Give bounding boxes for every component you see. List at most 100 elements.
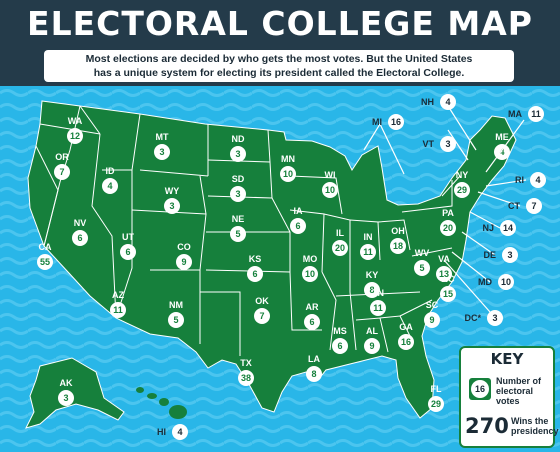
vote-badge <box>164 198 180 214</box>
callout-ma: MA 11 <box>508 106 544 122</box>
vote-badge <box>364 282 380 298</box>
vote-badge <box>110 302 126 318</box>
state-abbr: ND <box>232 134 245 144</box>
state-ny: NY 29 <box>454 170 470 198</box>
state-votes: 6 <box>295 221 300 231</box>
state-votes: 20 <box>443 223 453 233</box>
state-abbr: WY <box>165 186 180 196</box>
key-badge-sample: 16 <box>471 380 489 398</box>
state-votes: 11 <box>363 247 373 257</box>
map-key: KEY 16 Number of electoral votes 270 Win… <box>459 346 559 448</box>
vote-badge <box>168 312 184 328</box>
state-abbr: OH <box>391 226 405 236</box>
state-wv: WV 5 <box>414 248 430 276</box>
state-abbr: MT <box>156 132 169 142</box>
state-mn: MN 10 <box>280 154 296 182</box>
callout-nh: NH 4 <box>421 94 456 110</box>
state-ca: CA 55 <box>37 242 53 270</box>
vote-badge <box>530 172 546 188</box>
vote-badge <box>398 334 414 350</box>
state-votes: 12 <box>70 131 80 141</box>
state-nd: ND 3 <box>230 134 246 162</box>
vote-badge <box>280 166 296 182</box>
callout-abbr: MD <box>478 277 492 287</box>
callout-votes: 16 <box>391 117 401 127</box>
state-ar: AR 6 <box>304 302 320 330</box>
vote-badge <box>238 370 254 386</box>
vote-badge <box>526 198 542 214</box>
callout-votes: 4 <box>177 427 182 437</box>
callout-abbr: MA <box>508 109 522 119</box>
state-tx: TX 38 <box>238 358 254 386</box>
key-win-label: Wins the presidency <box>511 416 559 436</box>
callout-abbr: DE <box>483 250 496 260</box>
callout-ri: RI 4 <box>515 172 546 188</box>
vote-badge <box>322 182 338 198</box>
state-votes: 10 <box>305 269 315 279</box>
state-votes: 3 <box>235 149 240 159</box>
state-votes: 3 <box>235 189 240 199</box>
state-votes: 10 <box>325 185 335 195</box>
vote-badge <box>440 94 456 110</box>
page-title: ELECTORAL COLLEGE MAP <box>27 4 533 43</box>
hawaii <box>136 387 187 419</box>
state-la: LA 8 <box>306 354 322 382</box>
vote-badge <box>440 286 456 302</box>
state-ut: UT 6 <box>120 232 136 260</box>
vote-badge <box>230 186 246 202</box>
state-wa: WA 12 <box>67 116 83 144</box>
vote-badge <box>154 144 170 160</box>
callout-labels: MI 16 NH 4 VT 3 MA 11 RI 4 CT 7 NJ 14 DE 3 MD 10 DC* 3 HI 4 <box>157 94 546 440</box>
vote-badge <box>230 146 246 162</box>
state-mt: MT 3 <box>154 132 170 160</box>
callout-votes: 3 <box>492 313 497 323</box>
state-votes: 6 <box>309 317 314 327</box>
state-abbr: PA <box>442 208 454 218</box>
vote-badge <box>436 266 452 282</box>
state-nv: NV 6 <box>72 218 88 246</box>
state-abbr: ME <box>495 132 509 142</box>
subtitle-line-2: has a unique system for electing its pre… <box>93 67 465 79</box>
callout-votes: 14 <box>503 223 513 233</box>
vote-badge <box>390 238 406 254</box>
state-votes: 3 <box>63 393 68 403</box>
vote-badge <box>290 218 306 234</box>
callout-abbr: DC* <box>464 313 481 323</box>
state-abbr: NY <box>456 170 469 180</box>
header-banner: ELECTORAL COLLEGE MAP Most elections are… <box>0 0 560 86</box>
vote-badge <box>414 260 430 276</box>
state-abbr: SD <box>232 174 245 184</box>
key-title: KEY <box>490 350 524 368</box>
state-co: CO 9 <box>176 242 192 270</box>
state-abbr: NV <box>74 218 87 228</box>
vote-badge <box>332 338 348 354</box>
state-votes: 7 <box>259 311 264 321</box>
state-votes: 5 <box>173 315 178 325</box>
state-votes: 16 <box>401 337 411 347</box>
state-sc: SC 9 <box>424 300 440 328</box>
state-abbr: WV <box>415 248 430 258</box>
state-abbr: GA <box>399 322 413 332</box>
vote-badge <box>102 178 118 194</box>
state-abbr: IN <box>364 232 373 242</box>
state-votes: 29 <box>431 399 441 409</box>
callout-de: DE 3 <box>483 247 518 263</box>
key-badge-icon: 16 <box>469 378 491 400</box>
state-al: AL 9 <box>364 326 380 354</box>
vote-badge <box>37 254 53 270</box>
state-abbr: MS <box>333 326 347 336</box>
state-votes: 6 <box>125 247 130 257</box>
state-in: IN 11 <box>360 232 376 260</box>
vote-badge <box>67 128 83 144</box>
callout-votes: 4 <box>535 175 540 185</box>
subtitle-line-1: Most elections are decided by who gets t… <box>85 53 473 65</box>
state-ok: OK 7 <box>254 296 270 324</box>
state-abbr: IA <box>294 206 304 216</box>
state-abbr: TN <box>372 288 384 298</box>
state-votes: 8 <box>311 369 316 379</box>
callout-votes: 10 <box>501 277 511 287</box>
state-abbr: CO <box>177 242 191 252</box>
vote-badge <box>454 182 470 198</box>
vote-badge <box>302 266 318 282</box>
state-votes: 8 <box>369 285 374 295</box>
